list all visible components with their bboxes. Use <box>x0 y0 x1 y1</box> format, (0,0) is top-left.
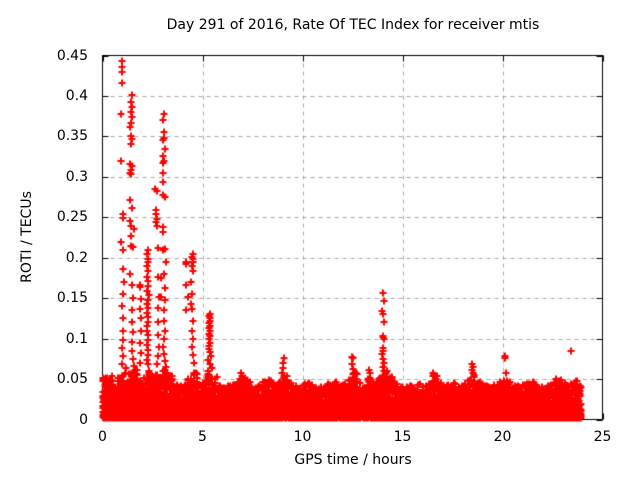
y-tick-label: 0.45 <box>56 47 88 64</box>
y-tick-label: 0.15 <box>56 290 88 307</box>
y-tick-label: 0.25 <box>56 209 88 226</box>
x-tick-label: 10 <box>293 429 312 445</box>
y-tick-label: 0.2 <box>65 249 88 266</box>
y-tick-label: 0.3 <box>65 168 88 185</box>
y-axis-label: ROTI / TECUs <box>19 191 35 283</box>
y-tick-label: 0.05 <box>56 371 88 388</box>
y-tick-label: 0 <box>79 411 88 428</box>
x-tick-label: 5 <box>198 429 207 445</box>
x-tick-label: 25 <box>593 429 612 445</box>
chart-title: Day 291 of 2016, Rate Of TEC Index for r… <box>166 17 540 33</box>
y-tick-label: 0.35 <box>56 128 88 145</box>
x-axis-label: GPS time / hours <box>294 452 412 468</box>
y-tick-label: 0.1 <box>65 330 88 347</box>
y-tick-label: 0.4 <box>65 87 88 104</box>
x-tick-label: 20 <box>493 429 512 445</box>
x-tick-label: 0 <box>98 429 107 445</box>
x-tick-label: 15 <box>393 429 412 445</box>
